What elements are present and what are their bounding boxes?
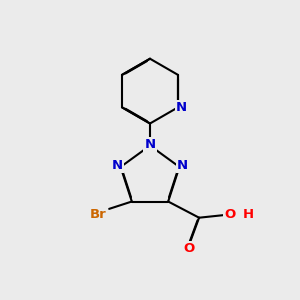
Text: N: N: [177, 159, 188, 172]
Text: N: N: [112, 159, 123, 172]
Text: O: O: [224, 208, 236, 221]
Text: O: O: [183, 242, 194, 255]
Text: H: H: [243, 208, 254, 221]
Text: Br: Br: [90, 208, 106, 221]
Text: N: N: [144, 138, 156, 151]
Text: N: N: [176, 101, 187, 114]
